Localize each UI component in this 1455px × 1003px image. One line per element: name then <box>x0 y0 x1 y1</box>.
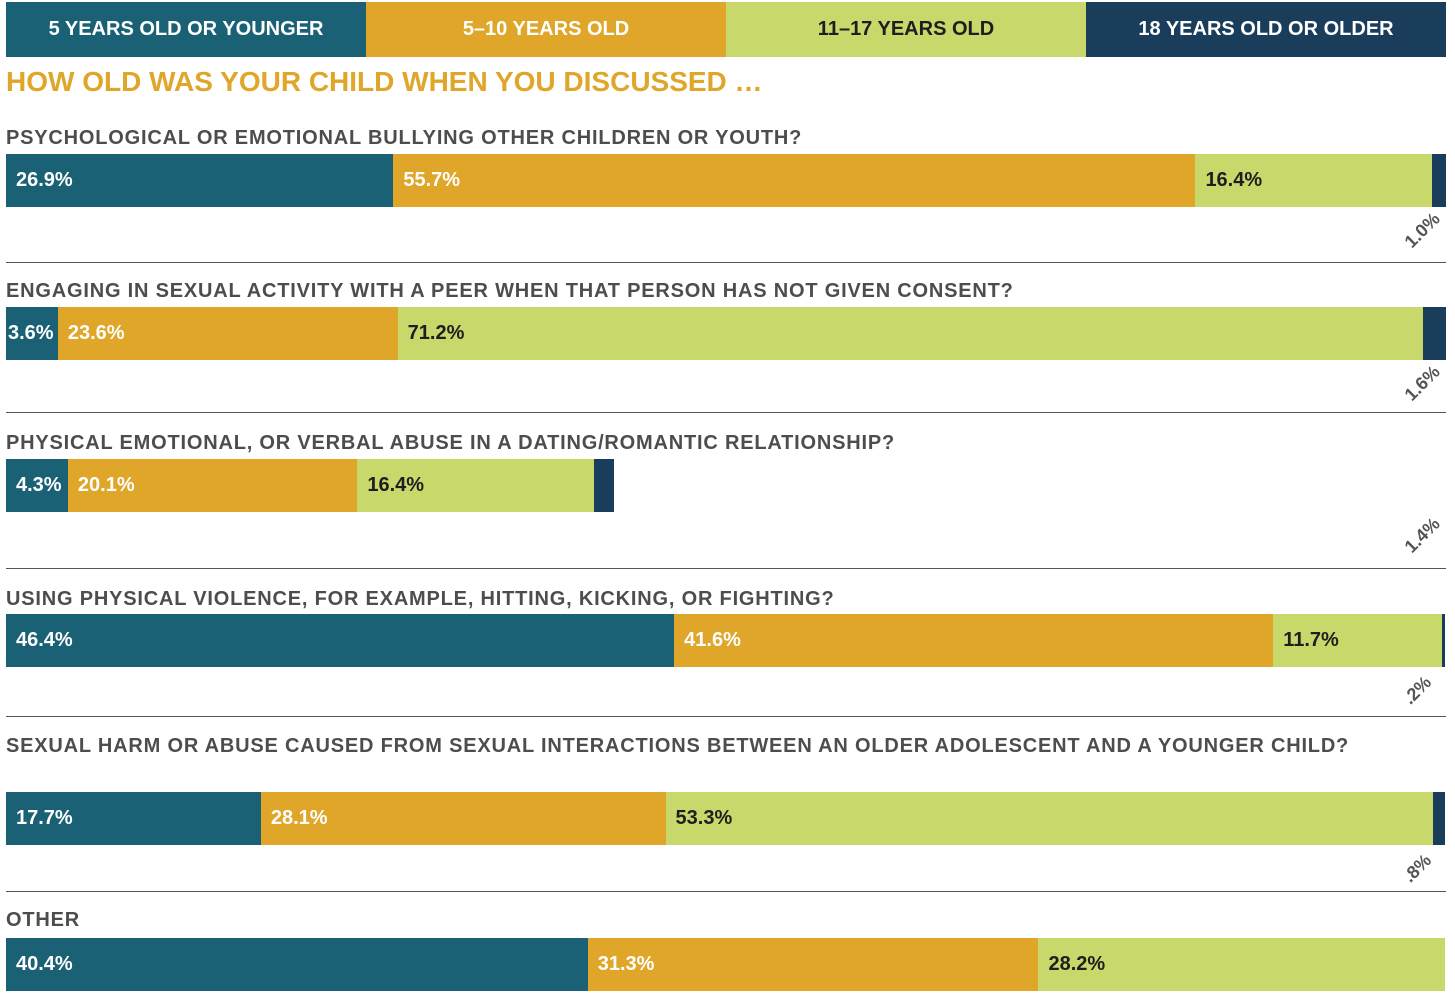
bar-segment <box>357 459 594 512</box>
bar-segment <box>393 154 1196 207</box>
value-label: 53.3% <box>675 807 733 829</box>
value-label: 71.2% <box>407 322 465 344</box>
category-label: PSYCHOLOGICAL OR EMOTIONAL BULLYING OTHE… <box>6 127 803 149</box>
bar-segment <box>1431 154 1446 207</box>
value-label: 40.4% <box>16 953 73 975</box>
category-label: USING PHYSICAL VIOLENCE, FOR EXAMPLE, HI… <box>6 588 835 610</box>
bar-segment <box>674 614 1274 667</box>
value-label: .8% <box>1399 850 1436 887</box>
bar-segment <box>67 459 358 512</box>
bar-segment <box>665 792 1434 845</box>
bar-segment <box>6 938 588 991</box>
bar-segment <box>57 307 398 360</box>
separator <box>6 412 1446 413</box>
value-label: 31.3% <box>597 953 655 975</box>
value-label: 46.4% <box>16 629 73 651</box>
value-label: 41.6% <box>684 629 741 651</box>
bar-segment <box>593 459 614 512</box>
value-label: 3.6% <box>8 322 54 344</box>
bar-segment <box>6 459 68 512</box>
legend-item: 11–17 YEARS OLD <box>726 2 1086 57</box>
value-label: 1.6% <box>1400 361 1444 405</box>
bar-segment <box>6 154 394 207</box>
value-label: 16.4% <box>1205 169 1263 191</box>
value-label: 4.3% <box>16 474 62 496</box>
bar-segment <box>587 938 1039 991</box>
value-label: 1.4% <box>1400 513 1444 557</box>
legend-item: 5 YEARS OLD OR YOUNGER <box>6 2 366 57</box>
value-label: 20.1% <box>77 474 135 496</box>
value-label: 26.9% <box>16 169 73 191</box>
value-label: 28.2% <box>1048 953 1106 975</box>
category-label: ENGAGING IN SEXUAL ACTIVITY WITH A PEER … <box>6 280 1014 302</box>
separator <box>6 716 1446 717</box>
bar-segment <box>1195 154 1432 207</box>
separator <box>6 891 1446 892</box>
bar-segment <box>6 614 675 667</box>
value-label: 16.4% <box>367 474 425 496</box>
legend-item: 18 YEARS OLD OR OLDER <box>1086 2 1446 57</box>
category-label: SEXUAL HARM OR ABUSE CAUSED FROM SEXUAL … <box>6 735 1350 757</box>
value-label: 1.0% <box>1400 208 1444 252</box>
value-label: 23.6% <box>67 322 125 344</box>
bar-segment <box>397 307 1423 360</box>
chart-title: HOW OLD WAS YOUR CHILD WHEN YOU DISCUSSE… <box>6 66 763 97</box>
bar-segment <box>1422 307 1446 360</box>
value-label: 28.1% <box>270 807 328 829</box>
bar-segment <box>260 792 666 845</box>
value-label: 55.7% <box>403 169 461 191</box>
value-label: 17.7% <box>16 807 73 829</box>
bar-segment <box>1441 614 1445 667</box>
bar-segment <box>6 792 261 845</box>
category-label: PHYSICAL EMOTIONAL, OR VERBAL ABUSE IN A… <box>6 432 895 454</box>
value-label: 11.7% <box>1283 629 1339 651</box>
value-label: .2% <box>1399 672 1436 709</box>
separator <box>6 568 1446 569</box>
bar-segment <box>1038 938 1445 991</box>
category-label: OTHER <box>6 909 80 931</box>
bar-segment <box>1433 792 1445 845</box>
separator <box>6 262 1446 263</box>
bar-segment <box>6 307 58 360</box>
bar-segment <box>1273 614 1442 667</box>
legend-item: 5–10 YEARS OLD <box>366 2 726 57</box>
